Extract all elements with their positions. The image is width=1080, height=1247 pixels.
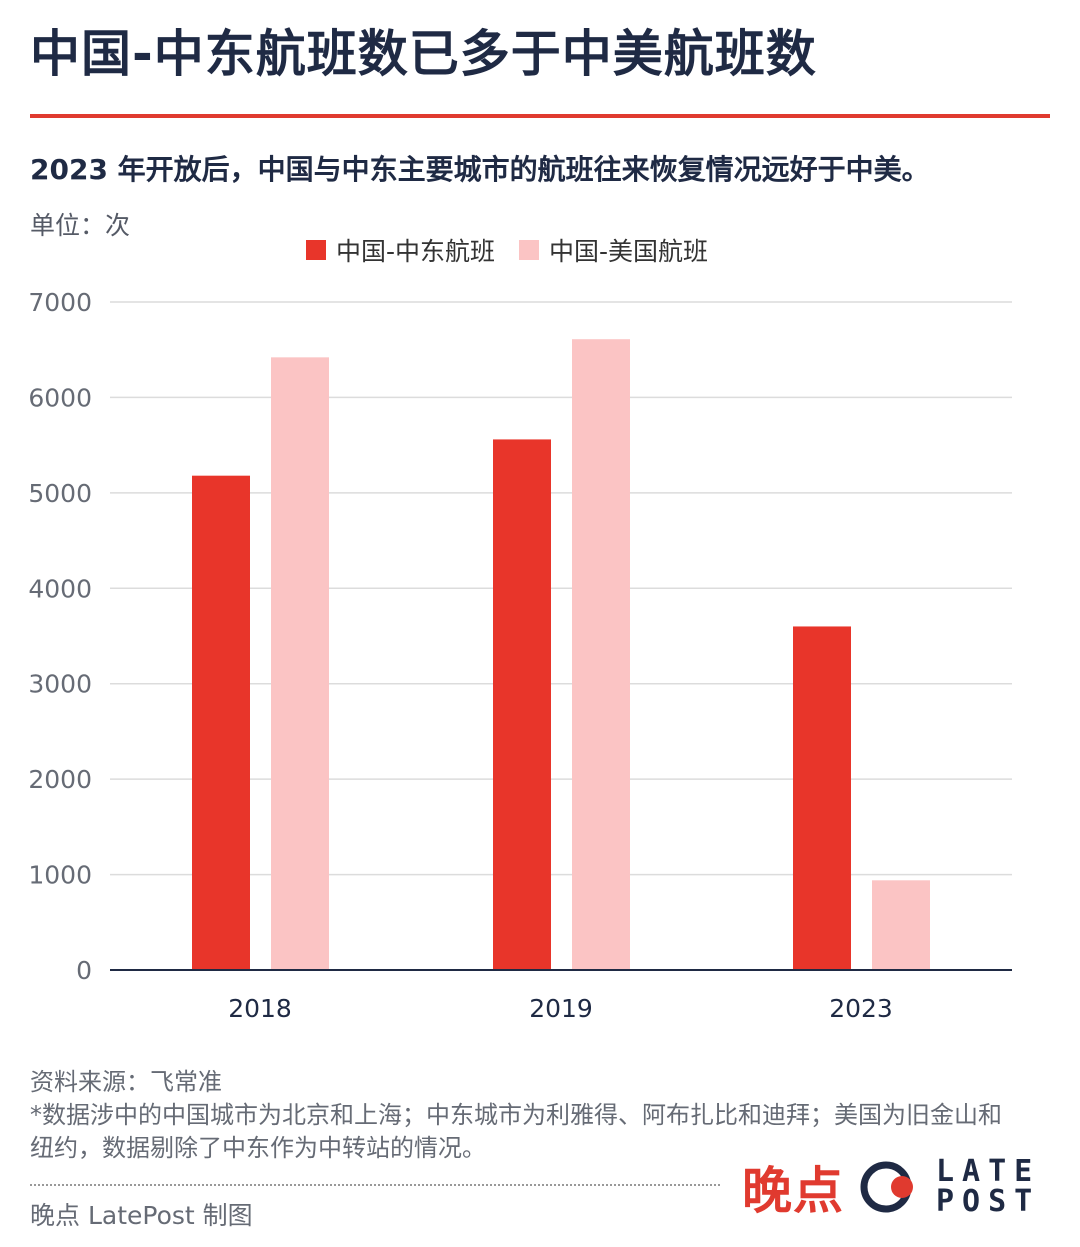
footnote-text: *数据涉中的中国城市为北京和上海；中东城市为利雅得、阿布扎比和迪拜；美国为旧金山… xyxy=(30,1101,1002,1162)
x-tick-label: 2018 xyxy=(228,994,292,1023)
source-note: 资料来源：飞常准 *数据涉中的中国城市为北京和上海；中东城市为利雅得、阿布扎比和… xyxy=(30,1066,1020,1165)
y-tick-label: 7000 xyxy=(28,288,92,317)
bar-series-1-2019 xyxy=(493,439,551,971)
legend-item-series-2: 中国-美国航班 xyxy=(519,232,708,268)
brand-en-line1: LATE xyxy=(936,1154,1041,1189)
brand-name-en: LATE POST xyxy=(936,1157,1040,1217)
y-tick-label: 2000 xyxy=(28,765,92,794)
brand-name-cn: 晚点 xyxy=(742,1162,844,1220)
bar-series-1-2023 xyxy=(793,626,851,970)
brand-logo-group: 晚点 LATE POST xyxy=(742,1152,1040,1222)
source-text: 资料来源：飞常准 xyxy=(30,1068,222,1096)
bar-chart: 0 1000 2000 3000 4000 5000 6000 7000 2018 2019 202… xyxy=(28,288,1012,1023)
bar-series-2-2019 xyxy=(572,339,630,970)
y-tick-label: 0 xyxy=(76,956,92,985)
legend-label-series-1: 中国-中东航班 xyxy=(336,237,496,266)
unit-label: 单位：次 xyxy=(30,211,131,240)
y-tick-label: 6000 xyxy=(28,383,92,412)
legend-item-series-1: 中国-中东航班 xyxy=(306,232,495,268)
legend-label-series-2: 中国-美国航班 xyxy=(549,237,709,266)
bar-series-2-2023 xyxy=(872,880,930,970)
latepost-logo-icon xyxy=(860,1161,913,1213)
x-tick-label: 2023 xyxy=(829,994,893,1023)
credit-text: 晚点 LatePost 制图 xyxy=(30,1201,253,1230)
chart-title: 中国-中东航班数已多于中美航班数 xyxy=(30,25,817,83)
y-tick-label: 5000 xyxy=(28,479,92,508)
legend-swatch-series-2 xyxy=(519,240,540,260)
footer-divider xyxy=(30,1184,720,1186)
chart-subtitle: 2023 年开放后，中国与中东主要城市的航班往来恢复情况远好于中美。 xyxy=(30,153,930,186)
y-tick-label: 3000 xyxy=(28,670,92,699)
bar-series-1-2018 xyxy=(192,475,250,970)
x-tick-label: 2019 xyxy=(529,994,593,1023)
y-tick-label: 4000 xyxy=(28,574,92,603)
legend-swatch-series-1 xyxy=(306,240,326,260)
legend: 中国-中东航班 中国-美国航班 xyxy=(306,232,722,268)
title-divider xyxy=(30,114,1050,118)
brand-en-line2: POST xyxy=(936,1184,1041,1219)
y-tick-label: 1000 xyxy=(28,861,92,890)
bar-series-2-2018 xyxy=(271,357,329,970)
